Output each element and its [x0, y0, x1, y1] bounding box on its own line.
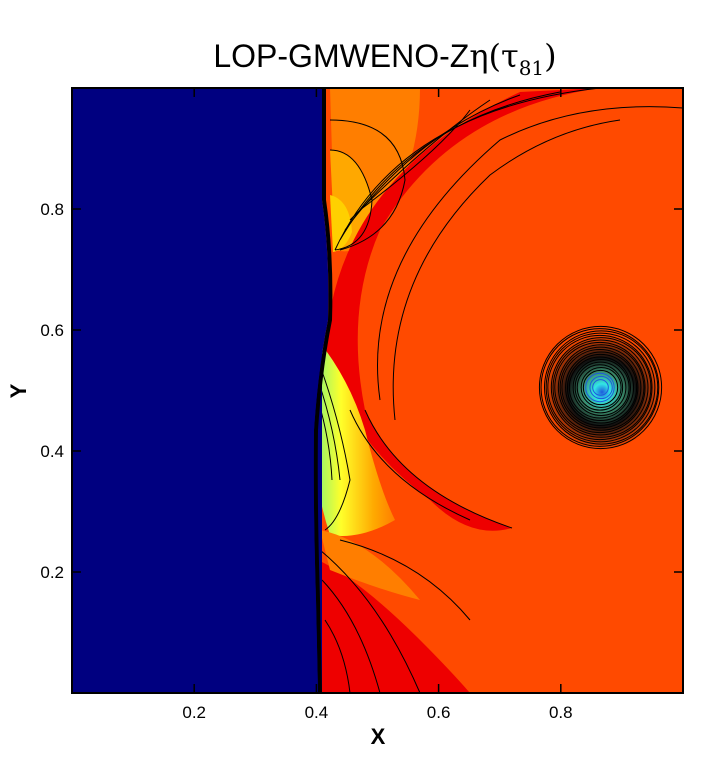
contour-line — [359, 109, 471, 211]
vortex-ring — [565, 351, 638, 424]
vortex-ring — [550, 337, 652, 438]
incident-shock — [313, 88, 333, 693]
vortex-ring — [554, 341, 646, 434]
y-tick-label: 0.2 — [40, 563, 64, 582]
vortex-ring — [545, 332, 656, 443]
y-axis: 0.2 0.4 0.6 0.8 — [40, 200, 683, 582]
contour-line — [329, 149, 373, 251]
x-tick-label: 0.8 — [549, 703, 573, 722]
x-axis: 0.2 0.4 0.6 0.8 — [182, 88, 573, 722]
x-tick-label: 0.6 — [427, 703, 451, 722]
vortex-ring — [568, 356, 631, 419]
contour-line — [349, 409, 471, 521]
x-tick-label: 0.2 — [182, 703, 206, 722]
vortex-ring — [566, 353, 635, 422]
vortex-ring — [580, 367, 622, 408]
vortex-ring — [592, 379, 609, 396]
lower-wedge — [312, 340, 395, 536]
vortex-ring — [582, 369, 619, 406]
vortex-ring — [543, 330, 659, 445]
vortex-contours — [538, 325, 663, 450]
pre-shock-edge — [72, 88, 329, 693]
contour-line — [329, 119, 406, 251]
vortex-ring — [557, 344, 645, 431]
chart-title: LOP-GMWENO-Zη(τ81) — [213, 37, 556, 80]
plot-frame — [71, 87, 684, 694]
vortex-ring — [572, 359, 630, 416]
contour-lines — [317, 88, 683, 693]
contour-line — [317, 359, 351, 531]
contour-line — [349, 99, 491, 221]
plot-area — [72, 88, 683, 693]
vortex-ring — [547, 334, 653, 441]
contour-line — [377, 106, 683, 401]
vortex-ring — [576, 364, 624, 411]
x-axis-label: X — [371, 724, 386, 749]
bottom-orange-region — [320, 530, 420, 600]
vortex-ring — [561, 348, 639, 426]
bottom-red-region — [318, 560, 470, 693]
contour-line — [321, 579, 381, 693]
upper-lobe-yellow — [330, 195, 352, 252]
y-tick-label: 0.4 — [40, 442, 64, 461]
vortex-ring — [589, 375, 613, 400]
vortex-core — [534, 324, 670, 460]
vortex-ring — [540, 328, 660, 447]
contour-line — [364, 409, 513, 529]
vortex-ring — [574, 361, 627, 414]
contour-line — [392, 119, 621, 421]
y-tick-label: 0.8 — [40, 200, 64, 219]
y-axis-label: Y — [6, 383, 31, 398]
vortex-ring — [559, 346, 642, 429]
x-tick-label: 0.4 — [305, 703, 329, 722]
contour-line — [319, 549, 421, 693]
contour-line — [324, 619, 351, 693]
reflected-shock-band — [325, 88, 600, 531]
vortex-ring — [552, 339, 649, 436]
y-tick-label: 0.6 — [40, 321, 64, 340]
contour-line — [339, 539, 471, 621]
vortex-ring — [538, 325, 663, 450]
vortex-ring — [585, 372, 615, 403]
